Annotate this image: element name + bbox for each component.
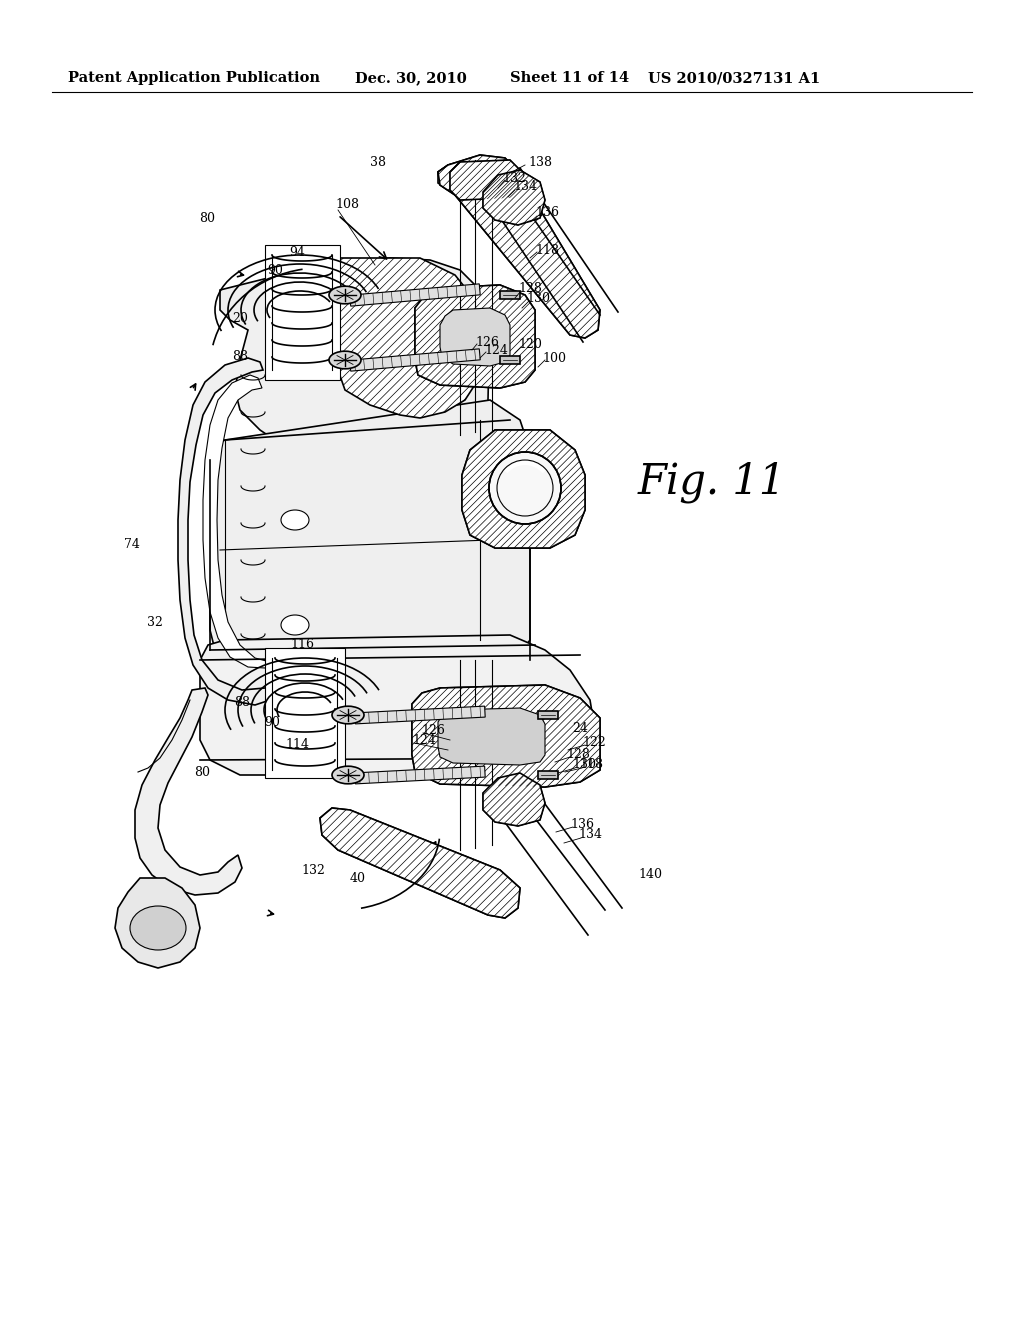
Text: 88: 88 bbox=[234, 696, 250, 709]
Text: 122: 122 bbox=[582, 735, 606, 748]
Text: 108: 108 bbox=[335, 198, 359, 211]
Text: 80: 80 bbox=[199, 211, 215, 224]
Text: 100: 100 bbox=[542, 351, 566, 364]
Text: 90: 90 bbox=[267, 264, 283, 276]
Text: 114: 114 bbox=[285, 738, 309, 751]
Text: 128: 128 bbox=[518, 281, 542, 294]
Polygon shape bbox=[438, 708, 545, 766]
Text: 120: 120 bbox=[518, 338, 542, 351]
Polygon shape bbox=[354, 766, 485, 784]
Text: 126: 126 bbox=[421, 723, 444, 737]
Text: 88: 88 bbox=[232, 351, 248, 363]
Ellipse shape bbox=[329, 286, 361, 304]
Text: 126: 126 bbox=[475, 335, 499, 348]
Polygon shape bbox=[450, 160, 520, 201]
Polygon shape bbox=[483, 774, 545, 826]
Ellipse shape bbox=[332, 706, 364, 723]
Text: 132: 132 bbox=[301, 863, 325, 876]
Text: 132: 132 bbox=[502, 172, 526, 185]
FancyBboxPatch shape bbox=[538, 711, 558, 719]
Polygon shape bbox=[483, 170, 545, 224]
Polygon shape bbox=[354, 706, 485, 723]
Text: 24: 24 bbox=[572, 722, 588, 734]
Text: 74: 74 bbox=[124, 539, 140, 552]
FancyBboxPatch shape bbox=[500, 356, 520, 364]
Text: 118: 118 bbox=[579, 759, 603, 771]
PathPatch shape bbox=[450, 160, 520, 201]
Polygon shape bbox=[220, 257, 490, 470]
Polygon shape bbox=[462, 430, 585, 548]
PathPatch shape bbox=[335, 257, 480, 418]
Polygon shape bbox=[265, 246, 340, 380]
Text: 130: 130 bbox=[526, 292, 550, 305]
Ellipse shape bbox=[329, 351, 361, 368]
Polygon shape bbox=[438, 154, 600, 338]
Polygon shape bbox=[415, 285, 535, 388]
PathPatch shape bbox=[415, 285, 535, 388]
Text: 32: 32 bbox=[147, 615, 163, 628]
Polygon shape bbox=[200, 635, 595, 775]
Ellipse shape bbox=[130, 906, 186, 950]
Polygon shape bbox=[415, 285, 535, 388]
Polygon shape bbox=[265, 648, 345, 777]
Text: 140: 140 bbox=[638, 869, 662, 882]
Text: 90: 90 bbox=[264, 715, 280, 729]
Text: Sheet 11 of 14: Sheet 11 of 14 bbox=[510, 71, 629, 84]
Polygon shape bbox=[412, 685, 600, 787]
Polygon shape bbox=[203, 375, 270, 668]
Ellipse shape bbox=[281, 510, 309, 531]
Text: Dec. 30, 2010: Dec. 30, 2010 bbox=[355, 71, 467, 84]
Text: 134: 134 bbox=[578, 829, 602, 842]
Text: 118: 118 bbox=[535, 243, 559, 256]
PathPatch shape bbox=[412, 685, 600, 787]
Text: 20: 20 bbox=[232, 312, 248, 325]
Ellipse shape bbox=[281, 615, 309, 635]
PathPatch shape bbox=[438, 154, 600, 338]
Text: 116: 116 bbox=[290, 639, 314, 652]
Polygon shape bbox=[335, 257, 480, 418]
Polygon shape bbox=[483, 170, 545, 224]
Text: 136: 136 bbox=[535, 206, 559, 219]
Polygon shape bbox=[440, 308, 510, 366]
Text: 38: 38 bbox=[370, 156, 386, 169]
Text: 128: 128 bbox=[566, 747, 590, 760]
Text: 136: 136 bbox=[570, 817, 594, 830]
Polygon shape bbox=[135, 688, 242, 895]
PathPatch shape bbox=[319, 808, 520, 917]
Text: US 2010/0327131 A1: US 2010/0327131 A1 bbox=[648, 71, 820, 84]
Polygon shape bbox=[350, 348, 480, 371]
Polygon shape bbox=[178, 358, 280, 705]
Polygon shape bbox=[438, 160, 510, 194]
PathPatch shape bbox=[483, 774, 545, 826]
Text: 134: 134 bbox=[513, 181, 537, 194]
Text: 124: 124 bbox=[484, 343, 508, 356]
Polygon shape bbox=[483, 774, 545, 826]
Polygon shape bbox=[115, 878, 200, 968]
Polygon shape bbox=[319, 808, 520, 917]
Polygon shape bbox=[319, 808, 520, 917]
Text: Fig. 11: Fig. 11 bbox=[638, 461, 786, 503]
Text: 40: 40 bbox=[350, 871, 366, 884]
PathPatch shape bbox=[462, 430, 585, 548]
Text: 124: 124 bbox=[412, 734, 436, 747]
FancyBboxPatch shape bbox=[538, 771, 558, 779]
Circle shape bbox=[489, 451, 561, 524]
Polygon shape bbox=[210, 400, 530, 668]
PathPatch shape bbox=[483, 170, 545, 224]
Polygon shape bbox=[412, 685, 600, 787]
Text: 94: 94 bbox=[289, 246, 305, 259]
Polygon shape bbox=[450, 160, 520, 201]
Ellipse shape bbox=[332, 766, 364, 784]
Text: 138: 138 bbox=[528, 157, 552, 169]
Polygon shape bbox=[462, 430, 585, 548]
FancyBboxPatch shape bbox=[500, 290, 520, 300]
Polygon shape bbox=[350, 284, 480, 306]
Text: 130: 130 bbox=[572, 759, 596, 771]
Polygon shape bbox=[438, 154, 600, 338]
Text: Patent Application Publication: Patent Application Publication bbox=[68, 71, 319, 84]
Text: 80: 80 bbox=[194, 767, 210, 780]
